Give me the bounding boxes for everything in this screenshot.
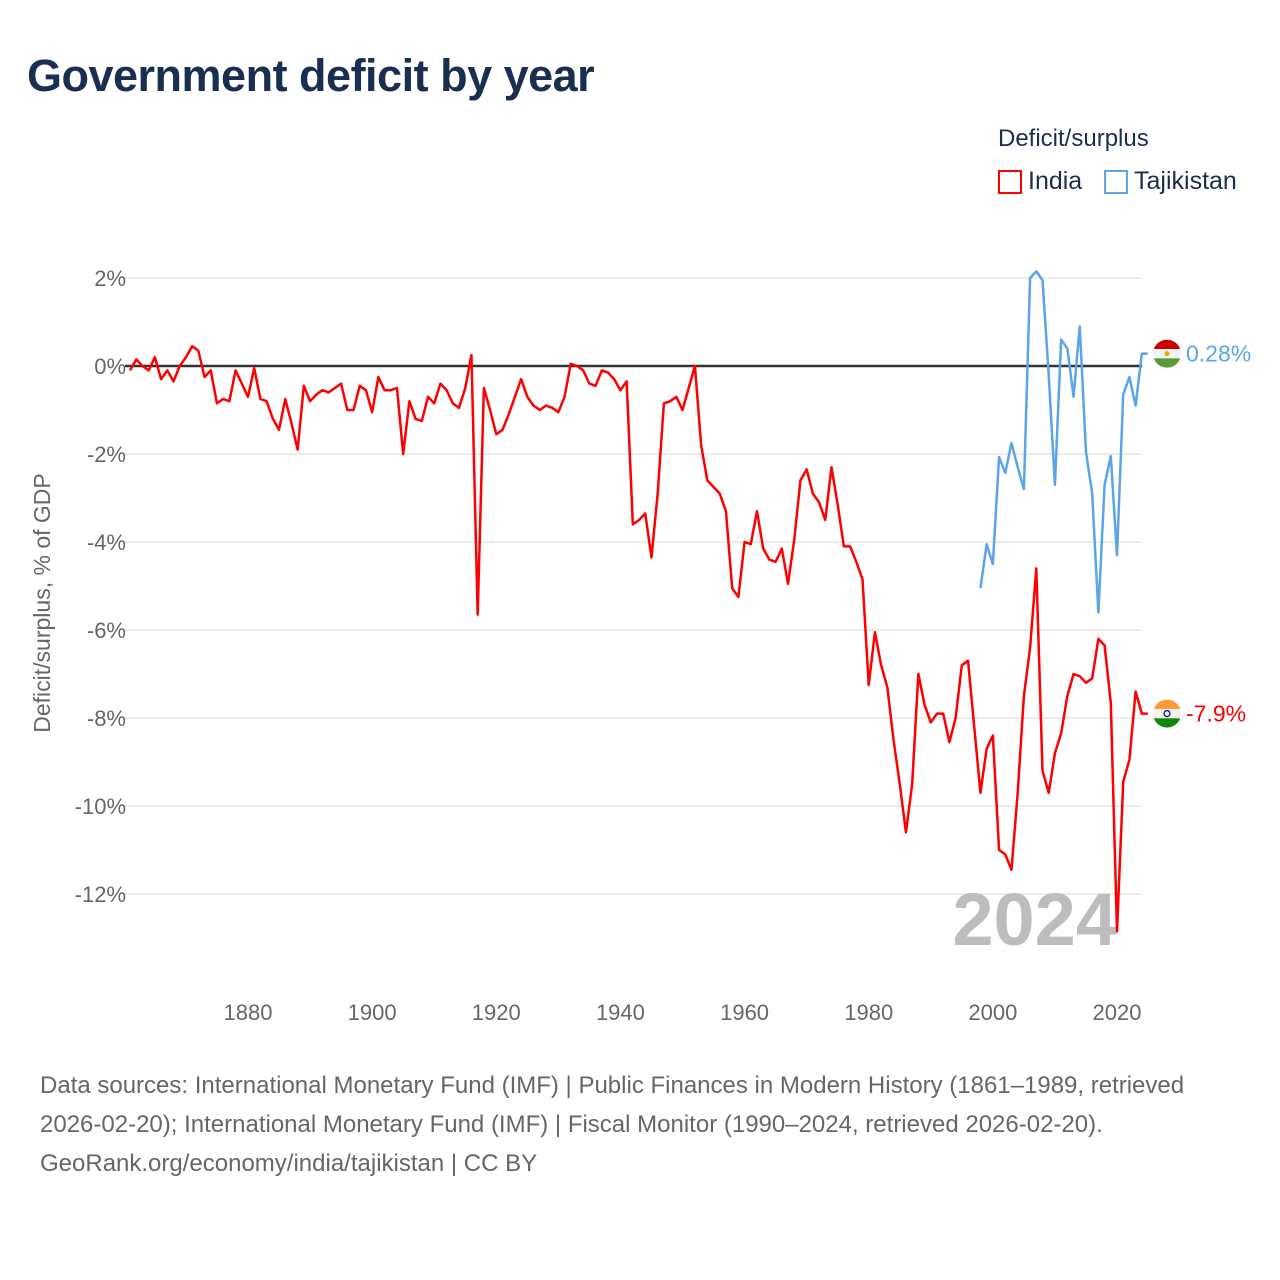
end-value-label-tajikistan: 0.28%	[1186, 341, 1251, 367]
legend-item-india[interactable]: India	[998, 167, 1082, 196]
y-tick-label: -6%	[87, 618, 126, 643]
x-tick-label: 1920	[472, 1000, 521, 1025]
year-watermark: 2024	[952, 878, 1117, 961]
legend-swatch-tajikistan	[1104, 169, 1128, 194]
data-sources: Data sources: International Monetary Fun…	[40, 1072, 1185, 1138]
series-line-india[interactable]	[128, 344, 1148, 933]
x-tick-label: 1880	[224, 1000, 273, 1025]
credit-link[interactable]: GeoRank.org/economy/india/tajikistan | C…	[40, 1150, 538, 1177]
tajikistan-flag-icon	[1153, 339, 1181, 368]
legend-title: Deficit/surplus	[998, 125, 1149, 152]
y-tick-label: 0%	[94, 354, 126, 379]
x-tick-label: 1980	[844, 1000, 893, 1025]
y-tick-label: 2%	[94, 266, 126, 291]
end-value-label-india: -7.9%	[1186, 701, 1246, 727]
legend-label-india: India	[1028, 167, 1083, 195]
india-flag-icon	[1153, 699, 1181, 728]
y-tick-label: -10%	[75, 794, 126, 819]
footer: Data sources: International Monetary Fun…	[40, 1066, 1240, 1183]
legend-label-tajikistan: Tajikistan	[1134, 167, 1237, 195]
legend-swatch-india	[998, 169, 1022, 194]
x-tick-label: 1900	[348, 1000, 397, 1025]
y-axis-label: Deficit/surplus, % of GDP	[29, 473, 55, 732]
x-tick-label: 2000	[968, 1000, 1017, 1025]
x-tick-label: 1940	[596, 1000, 645, 1025]
series-line-tajikistan[interactable]	[979, 270, 1148, 614]
chart-title: Government deficit by year	[27, 50, 595, 101]
y-tick-label: -4%	[87, 530, 126, 555]
x-tick-label: 2020	[1093, 1000, 1142, 1025]
legend-item-tajikistan[interactable]: Tajikistan	[1104, 167, 1237, 196]
y-tick-label: -12%	[75, 882, 126, 907]
x-tick-label: 1960	[720, 1000, 769, 1025]
y-tick-label: -2%	[87, 442, 126, 467]
y-tick-label: -8%	[87, 706, 126, 731]
